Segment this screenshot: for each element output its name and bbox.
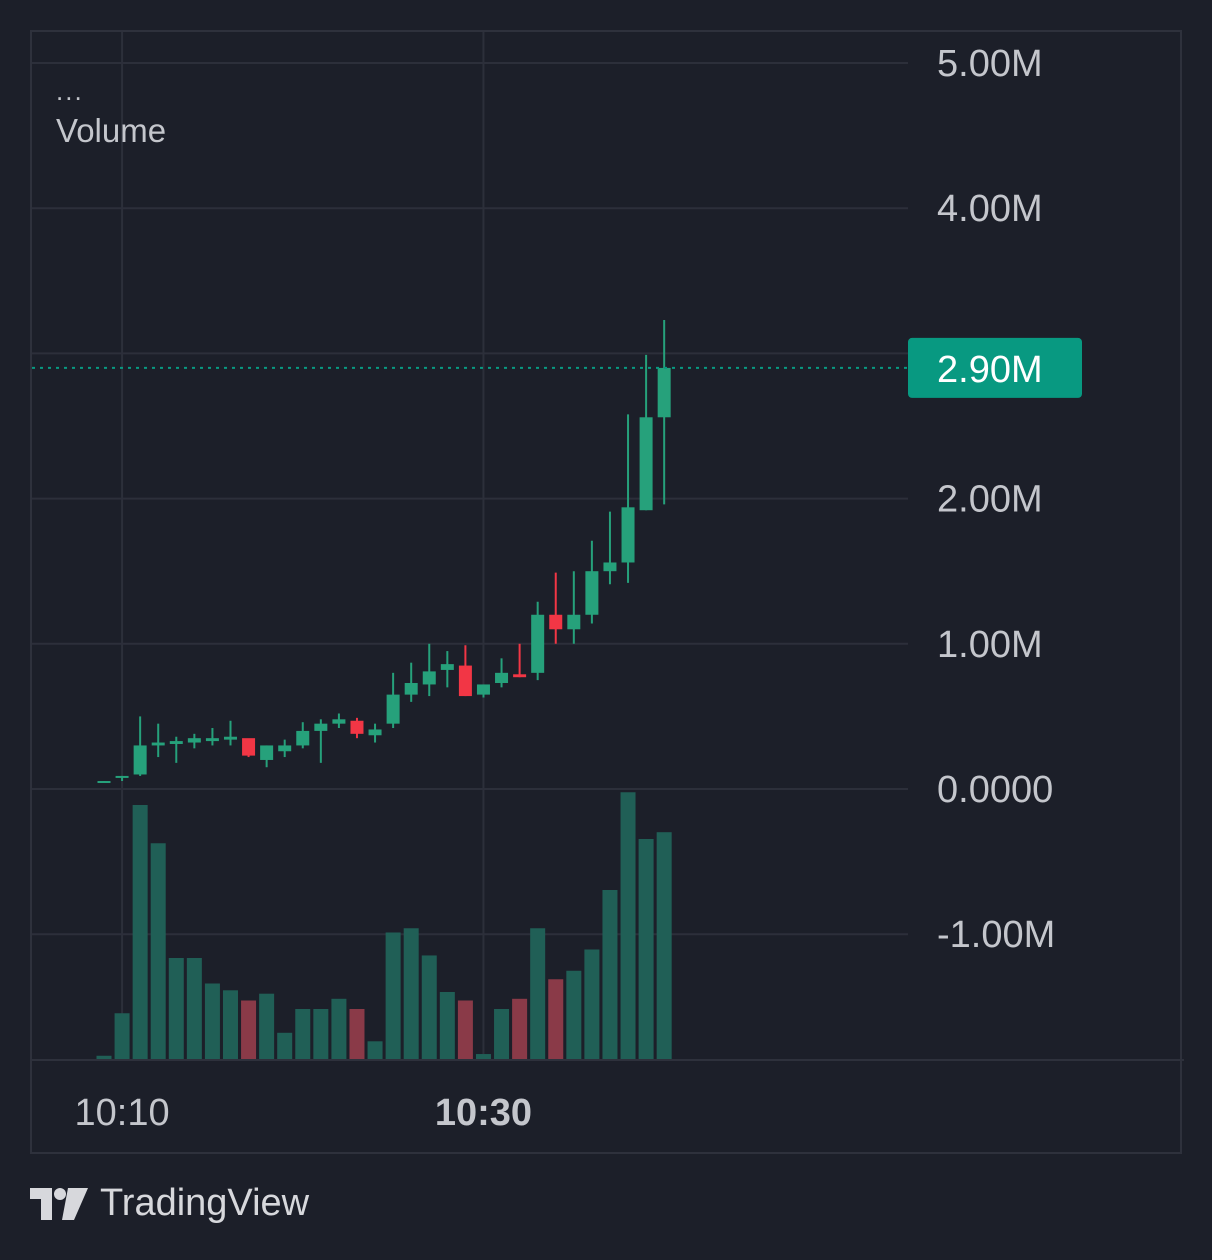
brand-name: TradingView <box>100 1182 310 1224</box>
legend-indicator-label[interactable]: Volume <box>56 112 167 150</box>
candle-body[interactable] <box>603 562 617 572</box>
volume-bar[interactable] <box>222 990 238 1060</box>
candle-body[interactable] <box>260 745 274 760</box>
volume-bar[interactable] <box>494 1009 510 1060</box>
volume-bar[interactable] <box>259 993 275 1060</box>
volume-bar[interactable] <box>457 1000 473 1061</box>
volume-bar[interactable] <box>620 792 636 1060</box>
volume-bar[interactable] <box>132 805 148 1060</box>
price-tick-label: -1.00M <box>937 914 1055 956</box>
price-tick-label: 0.0000 <box>937 769 1053 811</box>
candle-body[interactable] <box>458 665 472 697</box>
candle-body[interactable] <box>549 614 563 630</box>
candle-body[interactable] <box>368 729 382 736</box>
volume-bar[interactable] <box>313 1009 329 1060</box>
candle-body[interactable] <box>639 417 653 511</box>
chart-panel[interactable]: 5.00M 4.00M 2.00M 1.00M 0.0000 -1.00M 10:10 10:… <box>30 30 1184 1156</box>
volume-bar[interactable] <box>150 843 166 1060</box>
volume-bar[interactable] <box>602 890 618 1060</box>
volume-bar[interactable] <box>566 970 582 1060</box>
volume-bar[interactable] <box>277 1032 293 1060</box>
price-tick-label: 5.00M <box>937 43 1043 85</box>
candle-body[interactable] <box>476 684 490 695</box>
volume-bar[interactable] <box>349 1009 365 1060</box>
time-tick-label: 10:30 <box>435 1092 532 1134</box>
candle-body[interactable] <box>151 742 165 746</box>
candle-body[interactable] <box>567 614 581 630</box>
candle-body[interactable] <box>621 507 635 563</box>
candle-body[interactable] <box>278 745 292 752</box>
volume-bar[interactable] <box>114 1013 130 1060</box>
candle-body[interactable] <box>223 736 237 740</box>
candle-body[interactable] <box>169 741 183 744</box>
candle-body[interactable] <box>332 719 346 724</box>
candle-body[interactable] <box>513 674 527 678</box>
candle-body[interactable] <box>585 571 599 615</box>
volume-bar[interactable] <box>186 958 202 1060</box>
candle-body[interactable] <box>115 775 129 778</box>
candle-body[interactable] <box>187 738 201 743</box>
time-tick-label: 10:10 <box>75 1092 170 1134</box>
volume-bar[interactable] <box>638 839 654 1060</box>
volume-bar[interactable] <box>367 1041 383 1060</box>
volume-bar[interactable] <box>204 983 220 1061</box>
volume-bar[interactable] <box>512 998 528 1060</box>
indicator-legend: ... Volume <box>56 74 166 154</box>
volume-bar[interactable] <box>656 832 672 1060</box>
tradingview-logo-icon <box>30 1187 88 1220</box>
volume-bar[interactable] <box>548 979 564 1060</box>
volume-bar[interactable] <box>530 928 546 1060</box>
volume-bar[interactable] <box>475 1054 491 1060</box>
volume-bar[interactable] <box>295 1009 311 1060</box>
last-price-badge[interactable] <box>908 337 1082 398</box>
price-tick-label: 1.00M <box>937 624 1043 666</box>
volume-bar[interactable] <box>584 949 600 1061</box>
volume-bar[interactable] <box>96 1055 112 1060</box>
candle-body[interactable] <box>242 738 256 756</box>
candle-body[interactable] <box>296 730 310 746</box>
volume-bar[interactable] <box>421 955 437 1060</box>
candle-body[interactable] <box>495 672 509 684</box>
legend-menu-icon[interactable]: ... <box>56 76 84 106</box>
price-tick-label: 4.00M <box>937 188 1043 230</box>
candle-body[interactable] <box>97 781 111 784</box>
volume-bar[interactable] <box>403 928 419 1060</box>
chart-canvas[interactable]: 5.00M 4.00M 2.00M 1.00M 0.0000 -1.00M 10:10 10:… <box>32 32 1184 1156</box>
candle-body[interactable] <box>404 683 418 695</box>
candle-body[interactable] <box>350 720 364 734</box>
volume-bar[interactable] <box>439 992 455 1060</box>
volume-bar[interactable] <box>241 1000 257 1061</box>
candle-body[interactable] <box>440 664 454 670</box>
candle-body[interactable] <box>386 694 400 724</box>
candle-body[interactable] <box>205 738 219 742</box>
volume-bar[interactable] <box>385 932 401 1061</box>
candle-body[interactable] <box>133 745 147 775</box>
candle-body[interactable] <box>657 367 671 418</box>
volume-bar[interactable] <box>168 958 184 1060</box>
brand-footer[interactable]: TradingView <box>30 1182 309 1225</box>
candle-body[interactable] <box>531 614 545 673</box>
last-price-label: 2.90M <box>937 349 1043 391</box>
volume-bar[interactable] <box>331 998 347 1060</box>
candle-body[interactable] <box>422 671 436 685</box>
candle-body[interactable] <box>314 723 328 731</box>
price-tick-label: 2.00M <box>937 479 1043 521</box>
